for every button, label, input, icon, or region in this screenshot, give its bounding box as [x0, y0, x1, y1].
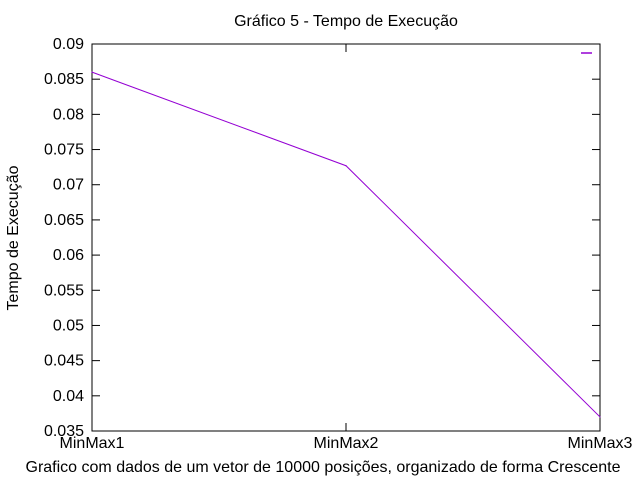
x-axis-tick-labels: MinMax1 MinMax2 MinMax3 — [60, 435, 633, 452]
data-point-0-0 — [91, 71, 93, 73]
y-tick-label-5: 0.06 — [53, 247, 84, 264]
x-tick-label-0: MinMax1 — [60, 435, 125, 452]
y-tick-label-11: 0.09 — [53, 36, 84, 53]
y-axis-tick-labels: 0.035 0.04 0.045 0.05 0.055 0.06 0.065 0.07 0.07… — [44, 36, 84, 440]
y-tick-label-10: 0.085 — [44, 71, 84, 88]
x-tick-label-2: MinMax3 — [568, 435, 633, 452]
y-tick-label-7: 0.07 — [53, 177, 84, 194]
series-line-0 — [91, 71, 601, 418]
y-tick-label-1: 0.04 — [53, 388, 84, 405]
plot-area-border — [91, 43, 601, 432]
y-tick-label-2: 0.045 — [44, 353, 84, 370]
y-tick-label-8: 0.075 — [44, 142, 84, 159]
y-tick-label-6: 0.065 — [44, 212, 84, 229]
data-point-0-2 — [599, 416, 601, 418]
y-axis-ticks — [92, 43, 600, 432]
y-tick-label-3: 0.05 — [53, 317, 84, 334]
series-group — [91, 71, 601, 418]
y-tick-label-0: 0.035 — [44, 423, 84, 440]
data-point-0-1 — [345, 165, 347, 167]
y-tick-label-4: 0.055 — [44, 282, 84, 299]
y-axis-label: Tempo de Execução — [5, 165, 22, 310]
x-axis-ticks — [91, 44, 601, 431]
x-tick-label-1: MinMax2 — [314, 435, 379, 452]
y-tick-label-9: 0.08 — [53, 106, 84, 123]
x-axis-label: Grafico com dados de um vetor de 10000 p… — [26, 459, 621, 476]
plot-frame — [91, 43, 601, 432]
chart-title: Gráfico 5 - Tempo de Execução — [234, 13, 458, 30]
